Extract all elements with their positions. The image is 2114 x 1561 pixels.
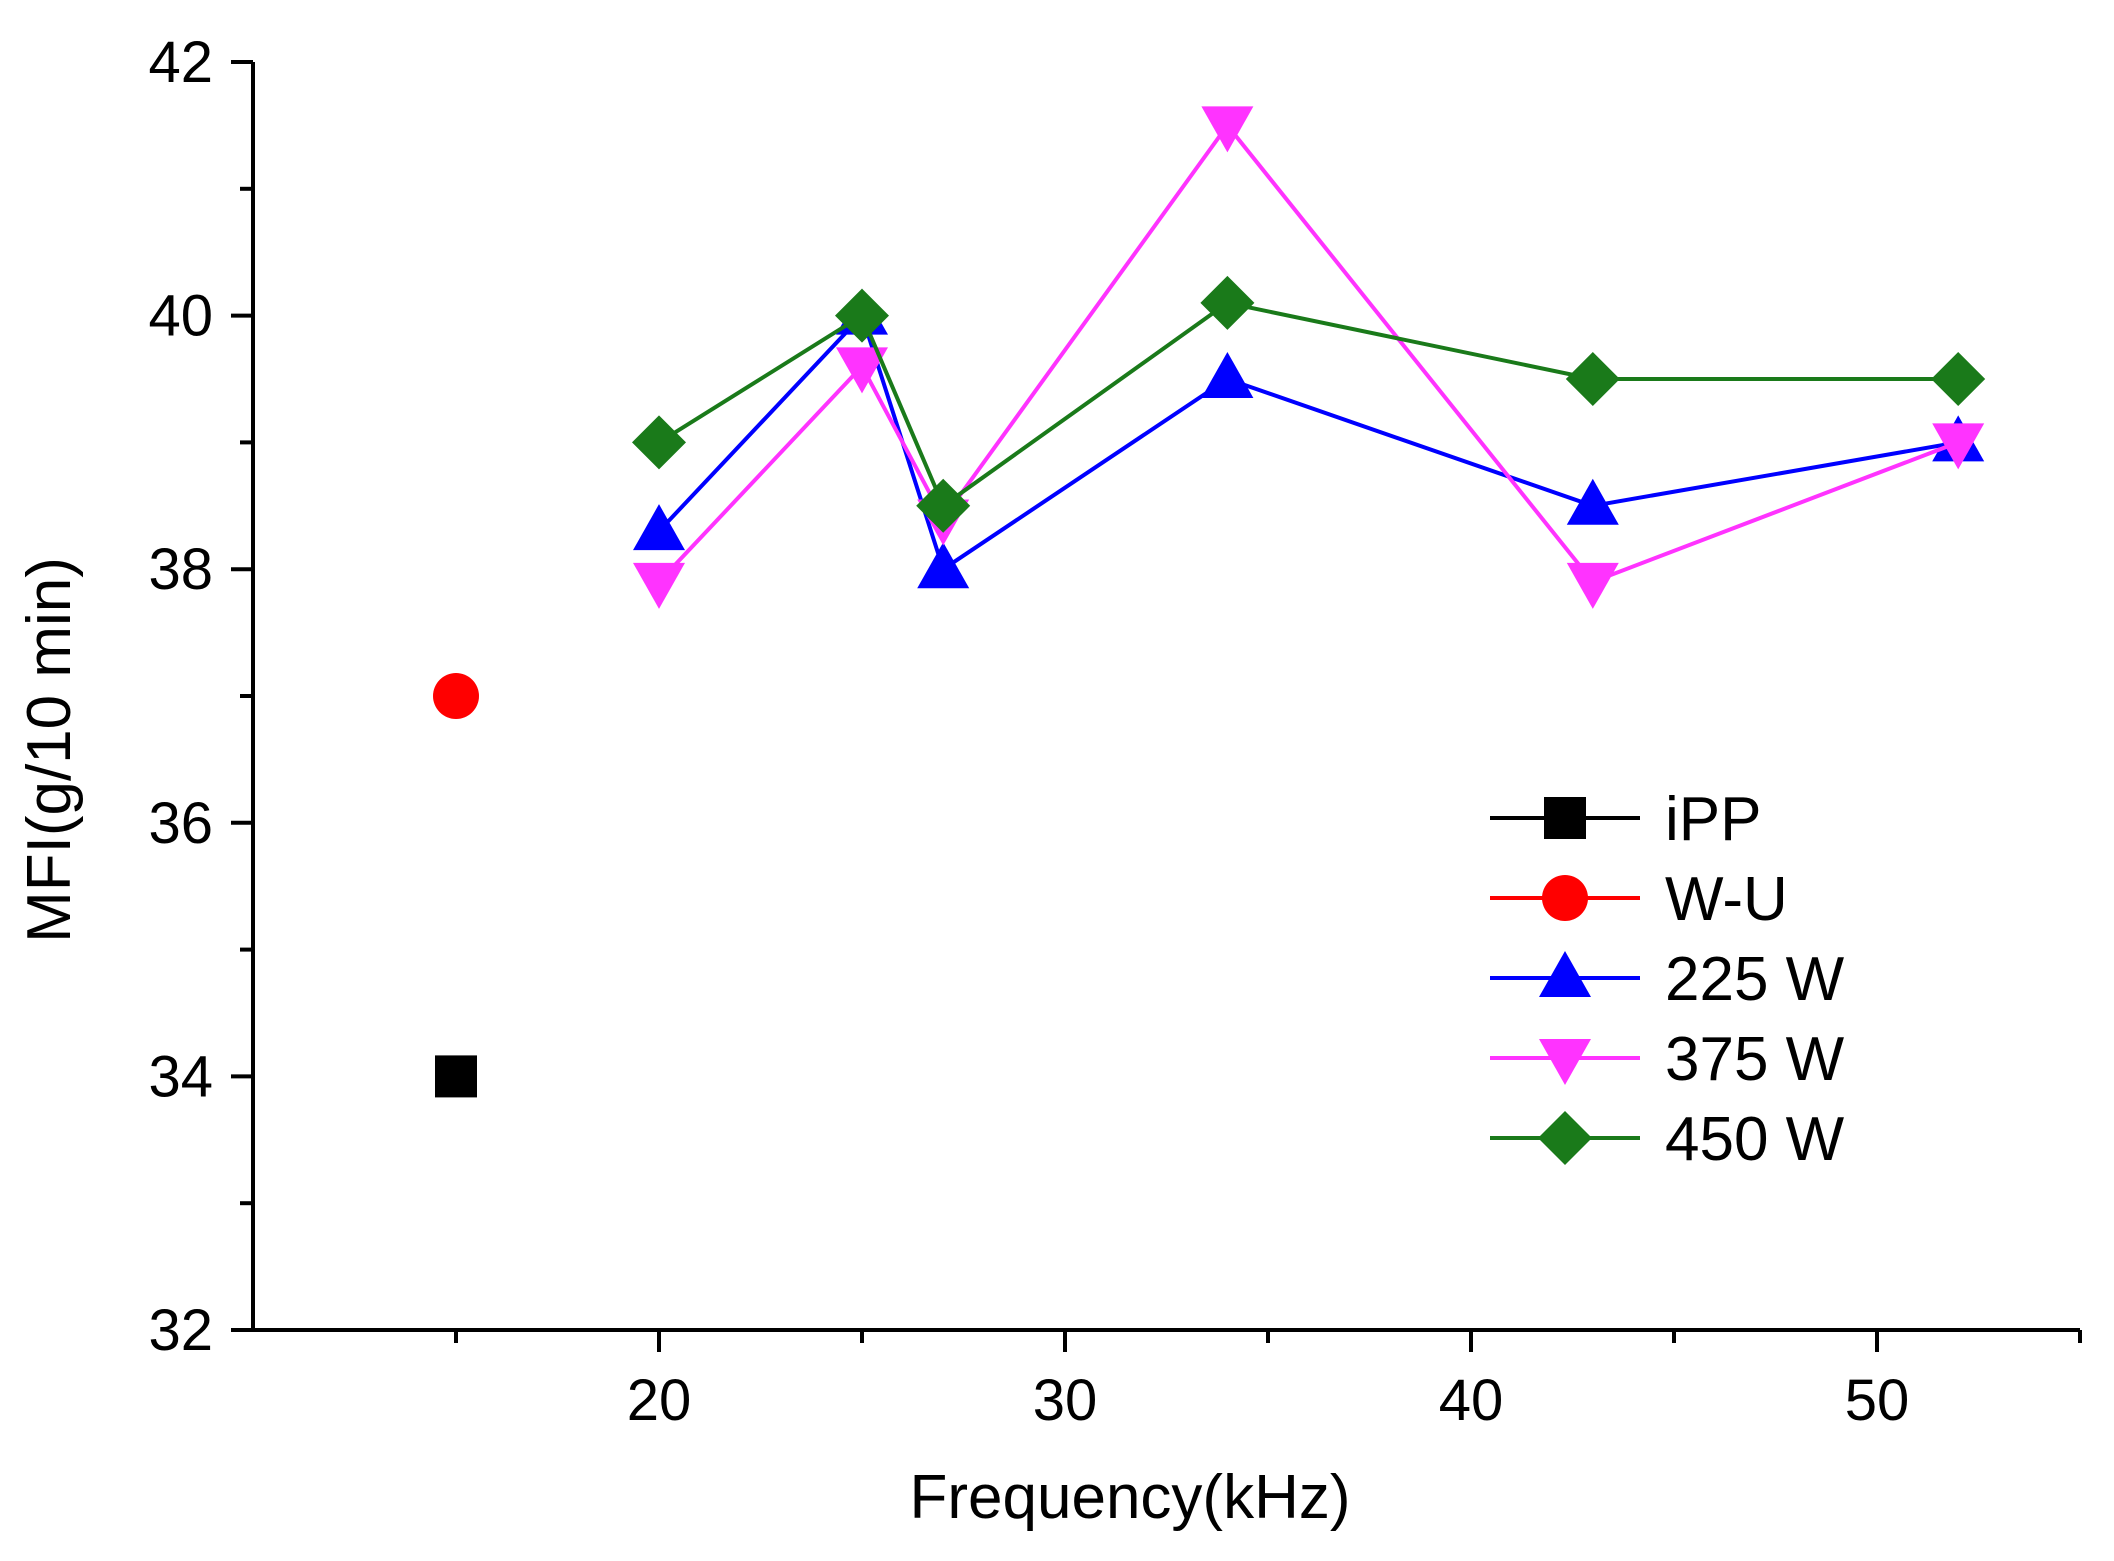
series-layer [433, 106, 1986, 1098]
legend-entry-ipp: iPP [1490, 785, 1761, 854]
series-375-w [633, 106, 1985, 609]
y-tick-label: 36 [148, 791, 213, 856]
y-tick-label: 34 [148, 1044, 213, 1109]
y-tick-label: 40 [148, 284, 213, 349]
legend-label: iPP [1665, 785, 1761, 854]
legend-label: 450 W [1665, 1105, 1845, 1174]
y-tick-label: 38 [148, 537, 213, 602]
x-tick-label: 50 [1845, 1368, 1910, 1433]
data-point-450-w [835, 288, 889, 343]
legend: iPP W-U 225 W 375 W 450 W [1490, 785, 1845, 1174]
legend-entry-225-w: 225 W [1490, 945, 1845, 1014]
axes: 20 30 40 50 32 34 36 38 40 42 [148, 30, 2082, 1433]
x-tick-label: 40 [1439, 1368, 1504, 1433]
legend-marker [1539, 1039, 1591, 1085]
data-point-375-w [633, 562, 685, 609]
series-line-375-w [657, 122, 1959, 585]
data-point-225-w [1201, 352, 1254, 398]
data-point-225-w [633, 504, 685, 551]
data-point-450-w [632, 415, 686, 470]
data-point-375-w [836, 347, 888, 394]
data-point-450-w [1931, 352, 1986, 406]
legend-label: 375 W [1665, 1025, 1845, 1094]
y-tick-label: 42 [148, 30, 213, 95]
x-tick-label: 30 [1033, 1368, 1098, 1433]
legend-marker [1538, 1111, 1592, 1165]
series-w-u [433, 673, 479, 719]
legend-entry-450-w: 450 W [1490, 1105, 1845, 1174]
data-point-450-w [1200, 275, 1255, 330]
data-point-375-w [1566, 562, 1619, 609]
legend-label: W-U [1665, 865, 1788, 934]
y-tick-label: 32 [148, 1298, 213, 1363]
data-point-225-w [1566, 478, 1619, 525]
data-point-w-u [433, 673, 479, 719]
data-point-450-w [1565, 352, 1620, 406]
data-point-225-w [917, 542, 970, 589]
series-line-450-w [657, 300, 1959, 509]
legend-marker [1542, 875, 1588, 921]
legend-marker [1539, 951, 1591, 997]
legend-label: 225 W [1665, 945, 1845, 1014]
y-axis-title: MFI(g/10 min) [15, 557, 84, 943]
x-axis-title: Frequency(kHz) [910, 1463, 1351, 1532]
legend-marker [1544, 797, 1586, 839]
x-tick-label: 20 [627, 1368, 692, 1433]
legend-entry-w-u: W-U [1490, 865, 1788, 934]
legend-entry-375-w: 375 W [1490, 1025, 1845, 1094]
series-450-w [632, 275, 1986, 533]
data-point-375-w [1932, 423, 1985, 470]
data-point-450-w [916, 478, 971, 533]
data-point-375-w [1201, 106, 1254, 153]
series-line-225-w [657, 311, 1959, 573]
series-ipp [435, 1055, 477, 1098]
data-point-ipp [435, 1055, 477, 1098]
